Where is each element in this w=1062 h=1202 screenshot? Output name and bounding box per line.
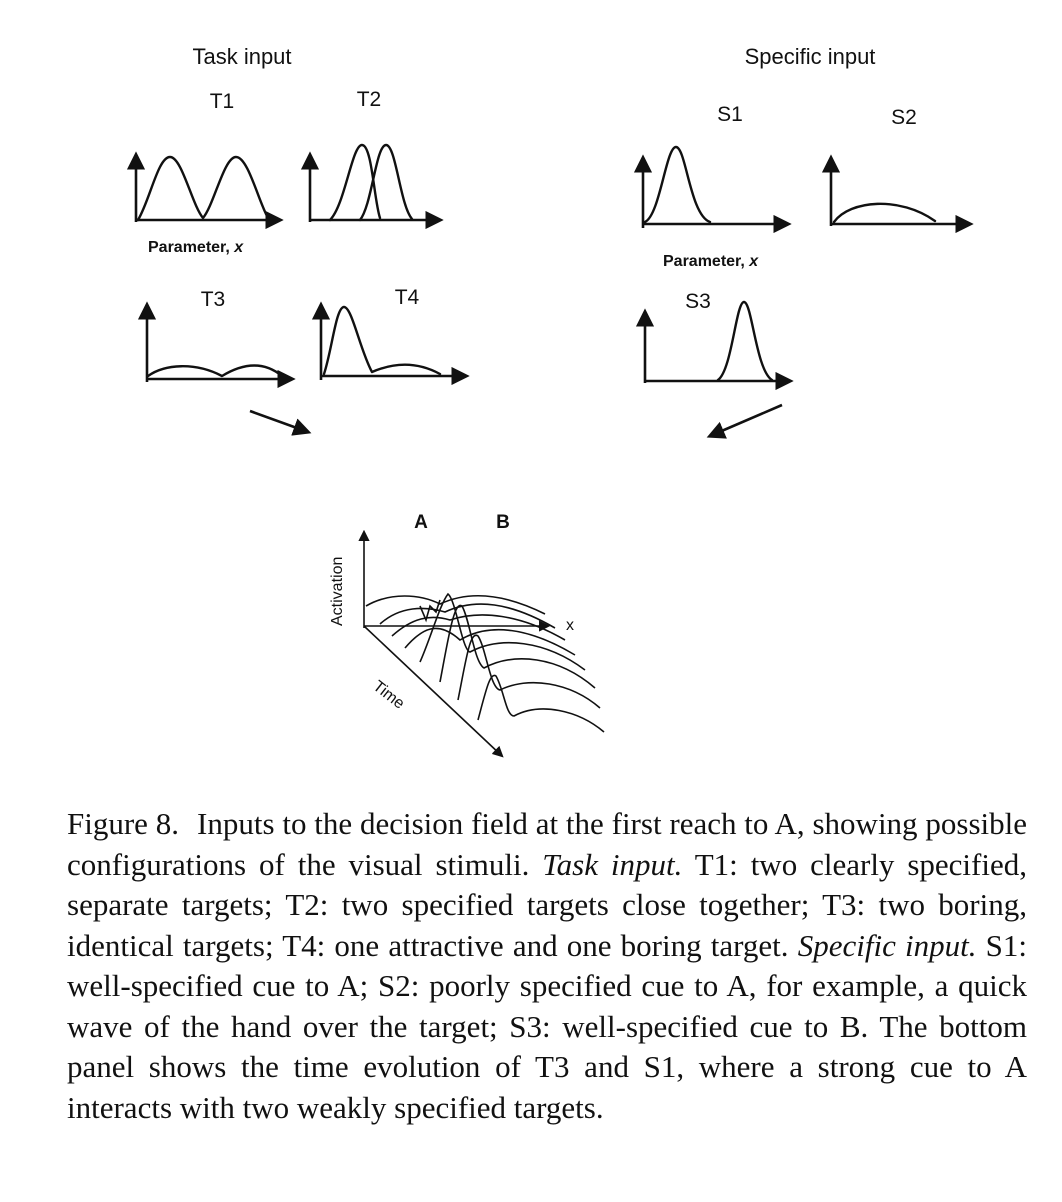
caption-text-3: S1: well-specified cue to A; S2: poorly … <box>67 927 1028 1125</box>
curve-s2 <box>832 202 937 224</box>
panel-t1: T1 <box>126 90 284 230</box>
curve-s3 <box>716 300 774 382</box>
label-a: A <box>414 512 428 533</box>
time-axis-arrow <box>363 625 504 758</box>
curve-t4 <box>322 305 442 376</box>
panel-t3: T3 <box>137 288 296 389</box>
panel-s3: S3 <box>635 290 794 391</box>
panel-label-s1: S1 <box>717 103 743 126</box>
label-b: B <box>496 512 510 533</box>
arrow-task-to-field <box>249 409 312 436</box>
panel-t4: T4 <box>311 286 470 386</box>
field-slice-6 <box>439 604 596 689</box>
x-axis-label: x <box>566 617 574 634</box>
panel-label-t3: T3 <box>201 288 226 311</box>
arrow-specific-to-field <box>706 403 783 439</box>
panel-label-t1: T1 <box>210 90 235 113</box>
curve-t2-left <box>328 143 382 222</box>
caption-italic-task-input: Task input. <box>542 846 683 882</box>
field-slice-5 <box>419 592 586 671</box>
figure-number: Figure 8. <box>67 806 180 841</box>
field-slice-1 <box>365 594 546 615</box>
time-axis-label: Time <box>370 678 408 713</box>
peak-a-trace <box>419 599 441 623</box>
field-slice-2 <box>379 603 556 629</box>
task-input-heading: Task input <box>192 44 291 69</box>
panel-label-s2: S2 <box>891 106 917 129</box>
field-slice-7 <box>457 634 601 709</box>
caption-italic-specific-input: Specific input. <box>797 927 977 963</box>
specific-input-heading: Specific input <box>745 44 876 69</box>
curve-t2-right <box>358 143 414 222</box>
parameter-label-specific: Parameter, x <box>663 253 759 270</box>
panel-label-s3: S3 <box>685 290 711 313</box>
panel-s1: S1 <box>633 103 792 234</box>
panel-label-t2: T2 <box>357 88 382 111</box>
curve-t3 <box>146 364 284 378</box>
curve-t1 <box>136 155 270 222</box>
field-slice-8 <box>477 674 605 733</box>
activation-axis-label: Activation <box>329 557 346 626</box>
panel-s2: S2 <box>821 106 974 234</box>
panel-t2: T2 <box>300 88 444 230</box>
figure-8-diagram: Task input Specific input T1 Parameter, … <box>126 44 974 758</box>
caption-text-2: T1: two clearly specified, separate targ… <box>67 846 1027 963</box>
decision-field-panel: A B Activation Time x <box>329 512 605 758</box>
curve-s1 <box>643 145 712 224</box>
figure-caption: Figure 8. Inputs to the decision field at… <box>67 804 1027 1128</box>
caption-text-1: Inputs to the decision field at the firs… <box>67 806 1027 882</box>
field-slice-3 <box>391 614 566 641</box>
parameter-label-task: Parameter, x <box>148 239 244 256</box>
field-slice-4 <box>404 627 576 656</box>
panel-label-t4: T4 <box>395 286 420 309</box>
